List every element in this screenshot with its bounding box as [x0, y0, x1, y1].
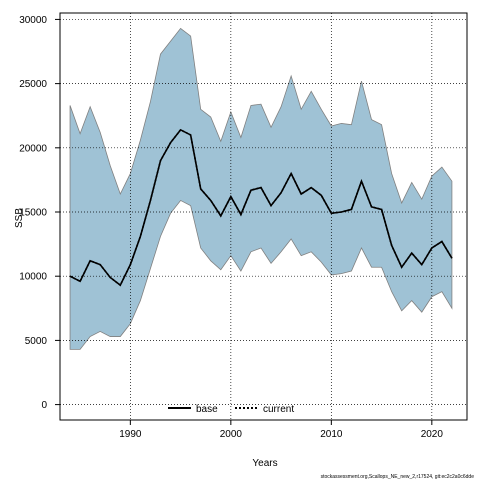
- series-lines: [69, 128, 453, 287]
- y-tick-label: 15000: [19, 208, 47, 219]
- y-tick-label: 0: [41, 400, 47, 411]
- legend: base current: [168, 404, 294, 415]
- gridlines: [60, 13, 467, 420]
- x-tick-label: 2010: [320, 429, 343, 440]
- footer-credit: stockassessment.org,Scallops_NE_new_2,r1…: [321, 474, 475, 480]
- series-line-current: [69, 128, 453, 287]
- y-axis-ticks: 0 5000 10000 15000 20000 25000 30000: [19, 15, 60, 411]
- y-axis-title: SSB: [14, 208, 25, 228]
- x-axis-title: Years: [252, 458, 277, 469]
- y-tick-label: 30000: [19, 15, 47, 26]
- legend-label-base: base: [196, 404, 218, 415]
- y-tick-label: 20000: [19, 143, 47, 154]
- plot-frame: [59, 12, 468, 421]
- x-tick-label: 2000: [220, 429, 243, 440]
- y-tick-label: 10000: [19, 272, 47, 283]
- x-axis-ticks: 1990 2000 2010 2020: [119, 420, 443, 440]
- y-tick-label: 25000: [19, 79, 47, 90]
- x-tick-label: 1990: [119, 429, 142, 440]
- legend-label-current: current: [263, 404, 294, 415]
- x-tick-label: 2020: [421, 429, 444, 440]
- y-tick-label: 5000: [25, 336, 48, 347]
